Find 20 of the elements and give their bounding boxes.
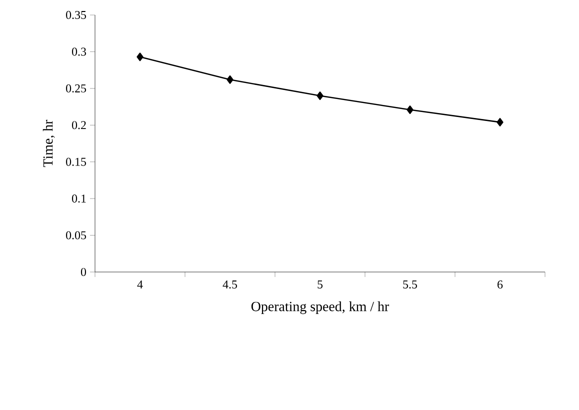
y-tick-label: 0.35	[66, 10, 86, 20]
y-tick-label: 0.3	[72, 48, 86, 56]
y-tick-label: 0.15	[66, 158, 86, 166]
y-tick-label: 0.2	[72, 121, 86, 130]
x-tick-label: 4.5	[222, 280, 238, 289]
point	[316, 92, 324, 100]
x-axis-title: Operating speed, km / hr	[251, 301, 390, 314]
point	[226, 75, 234, 84]
point	[496, 118, 504, 126]
x-tick-label: 6	[498, 280, 503, 289]
y-tick-label: 0.1	[72, 194, 86, 203]
y-tick-label: 0	[80, 268, 86, 276]
point	[406, 105, 414, 114]
x-tick-label: 4	[137, 280, 143, 288]
x-tick-label: 5	[318, 280, 323, 288]
y-tick-label: 0.05	[66, 231, 86, 240]
point	[136, 52, 144, 62]
y-axis-title: Time, hr	[42, 120, 55, 168]
x-tick-label: 5.5	[403, 280, 418, 289]
y-tick-label: 0.25	[66, 84, 86, 92]
